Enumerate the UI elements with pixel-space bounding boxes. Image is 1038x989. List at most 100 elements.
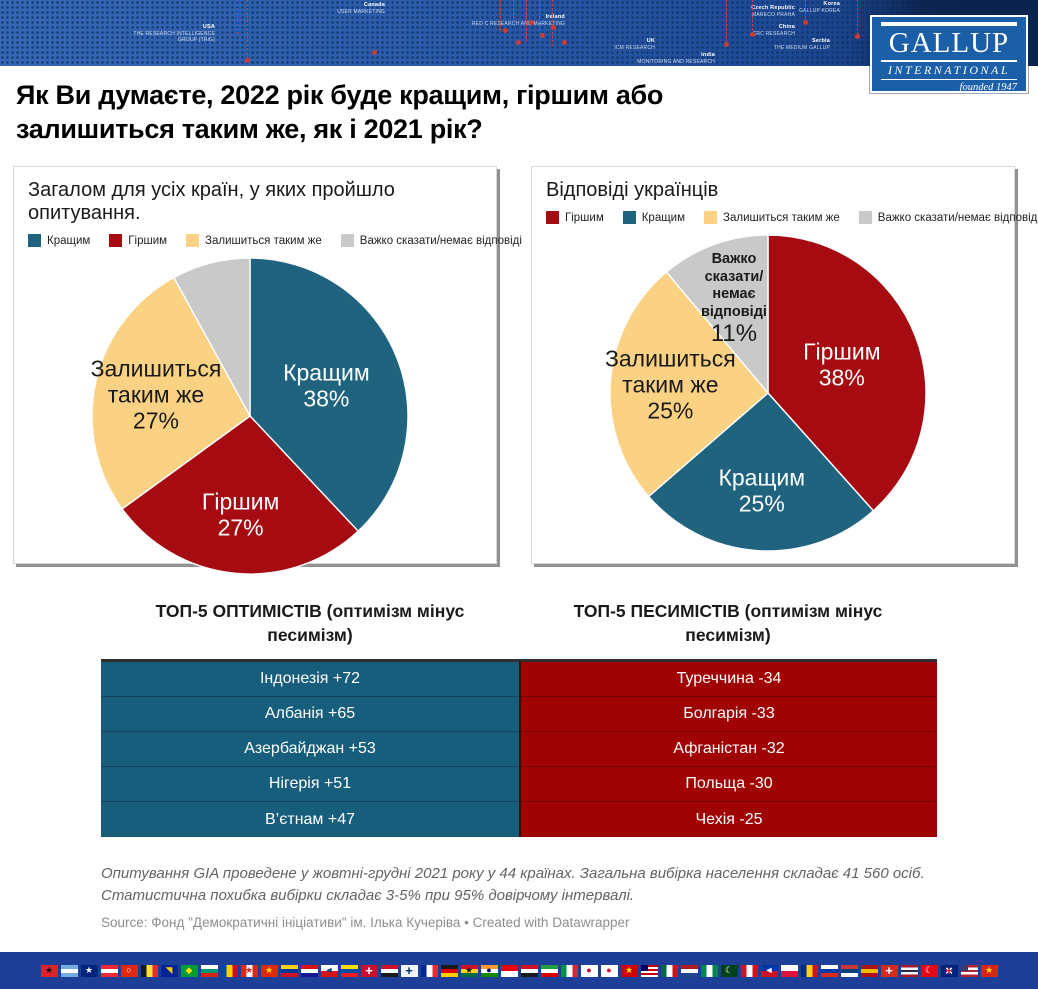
legend-swatch: [109, 234, 123, 248]
flag-mexico-icon: [660, 964, 678, 977]
pie-slice: [91, 276, 251, 510]
flag-romania-icon: [800, 964, 818, 977]
flag-iraq-icon: [520, 964, 538, 977]
flag-emblem: ◄: [764, 965, 774, 975]
ranking-tables: Індонезія +72 Албанія +65 Азербайджан +53 Н…: [101, 659, 937, 838]
flag-pakistan-icon: ☾: [720, 964, 738, 977]
flag-italy-icon: [560, 964, 578, 977]
legend-item: Гіршим: [109, 234, 168, 248]
map-line: [237, 0, 238, 34]
pie-label-text: Залишиться: [604, 345, 736, 372]
flag-bosnia-herzegovina-icon: ◥: [160, 964, 178, 977]
legend-swatch: [858, 211, 872, 225]
flag-usa-icon: [960, 964, 978, 977]
map-line: [539, 0, 540, 30]
map-office-label: USA THE RESEARCH INTELLIGENCE GROUP (TRiG…: [133, 24, 215, 44]
chart-legend: Кращим Гіршим Залишиться таким же Важко ска…: [28, 234, 522, 248]
map-line: [247, 0, 248, 58]
map-office-label: Czech Republic MARECO PRAHA: [751, 5, 795, 18]
legend-label: Гіршим: [565, 211, 604, 224]
flag-emblem: ○: [126, 965, 132, 975]
table-row: Афганістан -32: [521, 732, 937, 768]
legend-label: Важко сказати/немає відповіді: [359, 234, 522, 247]
map-office-label: India MONITORING AND RESEARCH: [637, 52, 715, 65]
map-dot: [855, 34, 860, 39]
flag-emblem: ★: [464, 965, 474, 975]
flag-poland-icon: [780, 964, 798, 977]
pie-slice: [121, 415, 360, 575]
flag-iran-icon: [540, 964, 558, 977]
world-map-banner: USA THE RESEARCH INTELLIGENCE GROUP (TRiG…: [0, 0, 1038, 93]
flag-finland-icon: +: [400, 964, 418, 977]
flag-thailand-icon: [900, 964, 918, 977]
flag-serbia-icon: [840, 964, 858, 977]
legend-swatch: [340, 234, 354, 248]
flag-uk-icon: × +: [940, 964, 958, 977]
flag-emblem: ★: [44, 965, 54, 975]
flag-argentina-icon: [60, 964, 78, 977]
legend-swatch: [28, 234, 41, 248]
pie-label-text: Кращим: [718, 464, 806, 491]
flag-denmark-icon: +: [360, 964, 378, 977]
flag-brazil-icon: ◆: [180, 964, 198, 977]
table-row: Нігерія +51: [101, 767, 519, 803]
map-dot: [551, 25, 556, 30]
card-title-ukraine: Відповіді українців: [546, 179, 719, 202]
flag-vietnam-icon: ★: [980, 964, 998, 977]
flag-nigeria-icon: [700, 964, 718, 977]
flag-china-icon: ★: [260, 964, 278, 977]
flag-ghana-icon: ★: [460, 964, 478, 977]
flag-czechia-icon: ◄: [320, 964, 338, 977]
survey-question-title: Як Ви думаєте, 2022 рік буде кращим, гір…: [16, 80, 664, 145]
pessimists-table-title: ТОП-5 ПЕСИМІСТІВ (оптимізм мінус песиміз…: [573, 601, 883, 645]
optimists-table-title: ТОП-5 ОПТИМІСТІВ (оптимізм мінус песиміз…: [155, 601, 465, 645]
pie-slice: [647, 392, 875, 552]
table-row: Чехія -25: [695, 810, 763, 828]
legend-label: Залишиться таким же: [205, 234, 322, 247]
logo-tagline: founded 1947: [959, 82, 1017, 94]
flag-emblem: ●: [586, 965, 592, 975]
map-dot: [750, 32, 755, 37]
flag-belgium-icon: [140, 964, 158, 977]
flag-emblem: ◆: [185, 965, 193, 975]
pie-slice: [609, 271, 769, 498]
map-line: [552, 0, 553, 46]
table-row: Туреччина -34: [521, 662, 937, 698]
flag-turkey-icon: ☾: [920, 964, 938, 977]
map-office-label: UK ICM RESEARCH: [614, 38, 655, 51]
pie-slice-label: Залишиться таким же 27%: [91, 356, 222, 433]
pie-chart-svg: [91, 257, 409, 575]
source-line: Source: Фонд "Демократичні ініціативи" і…: [101, 914, 630, 930]
pie-slice: [249, 257, 409, 533]
pie-slice-label: Кращим 38%: [283, 359, 370, 412]
table-row: Албанія +65: [101, 697, 519, 733]
legend-label: Гіршим: [128, 234, 168, 247]
pie-cards-row: Загалом для усіх країн, у яких пройшло о…: [13, 166, 1038, 575]
pie-label-text: сказати/: [704, 268, 764, 285]
map-dot: [803, 20, 808, 25]
flag-netherlands-icon: [680, 964, 698, 977]
map-office-label: Canada USER MARKETING: [337, 2, 385, 15]
pie-label-value: 25%: [738, 489, 785, 516]
pie-chart-svg: [609, 234, 927, 552]
legend-item: Гіршим: [546, 211, 604, 225]
legend-item: Залишиться таким же: [186, 234, 322, 248]
legend-label: Кращим: [641, 211, 686, 224]
flag-emblem: ●: [486, 965, 492, 975]
flag-emblem: ☾: [724, 965, 734, 975]
flag-emblem: ◄: [324, 965, 334, 975]
pie-label-text: таким же: [107, 381, 205, 408]
flag-colombia-icon: [280, 964, 298, 977]
pie-label-value: 27%: [217, 514, 264, 541]
pie-chart-ukraine: Гіршим 38% Кращим 25% Залишиться таким же 25% В…: [602, 227, 934, 559]
pie-card-all-countries: Загалом для усіх країн, у яких пройшло о…: [13, 166, 522, 575]
legend-swatch: [622, 211, 636, 225]
logo-subtitle: INTERNATIONAL: [887, 62, 1011, 77]
map-dot: [245, 58, 250, 63]
flag-russia-icon: [820, 964, 838, 977]
pie-slice-label: Важко сказати/немає відповіді 11%: [701, 251, 767, 347]
legend-swatch: [704, 211, 718, 225]
flag-emblem: ●: [606, 965, 612, 975]
flag-canton: [960, 964, 969, 971]
flag-croatia-icon: [300, 964, 318, 977]
